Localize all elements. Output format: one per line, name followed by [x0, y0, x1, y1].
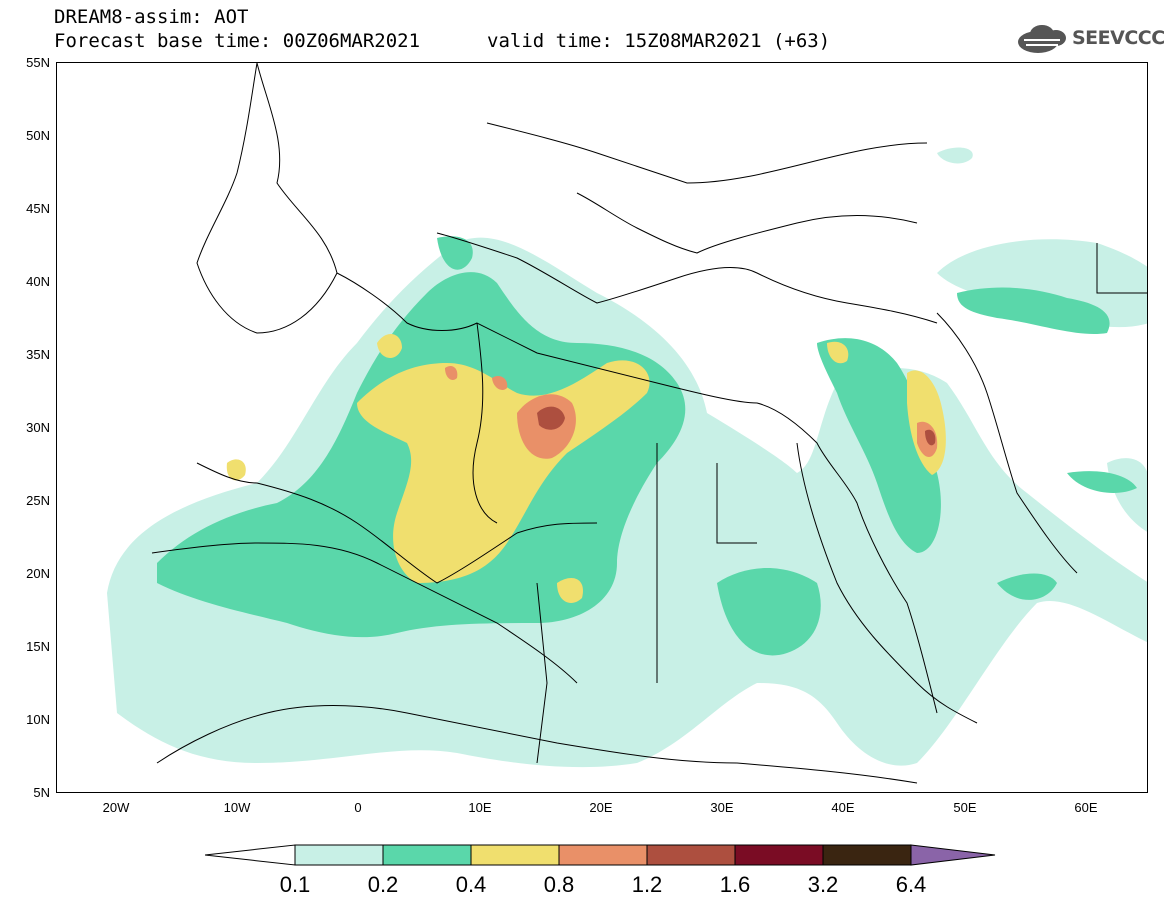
colorbar-label: 1.6 — [719, 872, 751, 897]
colorbar-bin — [294, 844, 384, 866]
forecast-base-time: Forecast base time: 00Z06MAR2021 — [54, 30, 421, 52]
lat-label: 45N — [26, 201, 50, 216]
colorbar-label: 0.1 — [279, 872, 311, 897]
lat-label: 30N — [26, 420, 50, 435]
colorbar-over-arrow — [910, 844, 996, 866]
lat-label: 10N — [26, 712, 50, 727]
lat-label: 20N — [26, 566, 50, 581]
colorbar-bin — [822, 844, 912, 866]
lon-label: 10W — [223, 800, 251, 815]
map-panel — [56, 62, 1148, 793]
colorbar-bin — [646, 844, 736, 866]
colorbar-under-arrow — [205, 844, 296, 866]
colorbar — [205, 844, 996, 866]
lon-label: 60E — [1074, 800, 1098, 815]
lon-label: 0 — [354, 800, 362, 815]
lon-label: 20E — [589, 800, 613, 815]
colorbar-label: 6.4 — [895, 872, 927, 897]
colorbar-bin — [470, 844, 560, 866]
lat-label: 40N — [26, 274, 50, 289]
lat-label: 55N — [26, 55, 50, 70]
lon-label: 10E — [468, 800, 492, 815]
lat-label: 50N — [26, 128, 50, 143]
lon-label: 40E — [831, 800, 855, 815]
lon-label: 30E — [710, 800, 734, 815]
lon-label: 20W — [102, 800, 130, 815]
colorbar-label: 1.2 — [631, 872, 663, 897]
country-borders — [151, 63, 1147, 784]
lat-label: 15N — [26, 639, 50, 654]
colorbar-label: 0.2 — [367, 872, 399, 897]
aot-level-1.2 — [537, 406, 936, 446]
lat-label: 5N — [33, 785, 50, 800]
colorbar-bin — [734, 844, 824, 866]
lat-label: 25N — [26, 493, 50, 508]
colorbar-label: 0.4 — [455, 872, 487, 897]
colorbar-bin — [382, 844, 472, 866]
lat-label: 35N — [26, 347, 50, 362]
valid-time: valid time: 15Z08MAR2021 (+63) — [487, 30, 831, 52]
product-title: DREAM8-assim: AOT — [54, 6, 249, 28]
colorbar-bin — [558, 844, 648, 866]
colorbar-label: 0.8 — [543, 872, 575, 897]
colorbar-label: 3.2 — [807, 872, 839, 897]
cloud-logo-icon — [1018, 25, 1066, 53]
lon-label: 50E — [953, 800, 977, 815]
logo-text: SEEVCCC — [1072, 27, 1165, 49]
